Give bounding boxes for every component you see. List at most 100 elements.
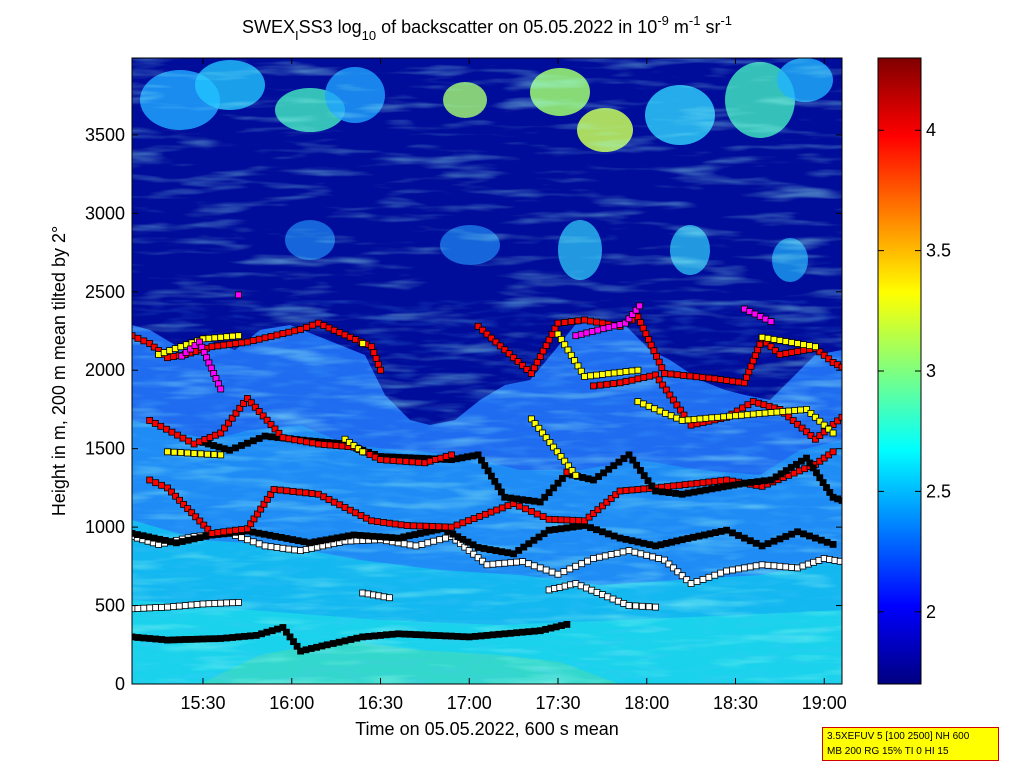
marker-3-28 (289, 536, 297, 543)
marker-3-13 (202, 532, 210, 540)
marker-0-13 (205, 635, 213, 643)
marker-4-60 (459, 519, 467, 527)
marker-8-55 (505, 350, 513, 358)
marker-1-43 (645, 603, 653, 611)
marker-8-50 (483, 330, 491, 338)
marker-5-92 (690, 488, 698, 496)
x-tick-label-6: 18:30 (713, 693, 758, 713)
marker-2-97 (678, 572, 686, 580)
marker-9-35 (764, 334, 772, 342)
marker-3-22 (255, 529, 263, 537)
marker-8-58 (519, 362, 526, 369)
marker-8-66 (545, 336, 553, 344)
marker-0-58 (453, 633, 461, 640)
marker-4-86 (603, 498, 611, 506)
marker-2-59 (465, 547, 473, 554)
marker-6-20 (243, 395, 251, 402)
marker-3-39 (350, 531, 358, 539)
marker-4-59 (453, 521, 461, 529)
x-tick-label-3: 17:00 (447, 693, 492, 713)
marker-9-29 (610, 369, 618, 377)
marker-7-22 (557, 453, 565, 460)
marker-6-17 (232, 409, 240, 417)
marker-9-4 (177, 343, 185, 351)
marker-0-10 (187, 636, 195, 643)
marker-3-103 (712, 529, 719, 536)
marker-5-117 (819, 479, 827, 487)
marker-8-54 (501, 346, 509, 354)
marker-1-13 (205, 600, 213, 608)
settings-info-box: 3.5XEFUV 5 [100 2500] NH 600 MB 200 RG 1… (822, 727, 999, 761)
marker-3-70 (525, 540, 533, 548)
marker-9-27 (599, 370, 606, 378)
marker-10-23 (616, 321, 624, 328)
marker-1-17 (229, 599, 237, 607)
marker-2-64 (489, 560, 497, 568)
marker-4-83 (590, 509, 597, 517)
marker-8-60 (528, 369, 535, 377)
marker-6-13 (217, 429, 225, 437)
marker-3-100 (695, 532, 703, 540)
marker-2-94 (665, 560, 673, 568)
marker-8-121 (800, 346, 807, 354)
marker-3-75 (551, 526, 559, 533)
marker-0-48 (394, 630, 402, 638)
marker-3-123 (829, 541, 837, 548)
marker-8-28 (285, 328, 293, 336)
marker-8-22 (249, 337, 257, 345)
marker-2-84 (607, 551, 615, 558)
marker-8-26 (273, 331, 281, 339)
marker-2-73 (542, 566, 550, 574)
marker-5-7 (238, 442, 245, 449)
marker-2-76 (560, 568, 568, 575)
marker-0-37 (329, 640, 337, 647)
marker-0-7 (169, 636, 177, 644)
marker-8-29 (291, 327, 299, 335)
marker-8-95 (680, 371, 687, 379)
marker-6-67 (634, 375, 642, 383)
marker-2-86 (619, 548, 627, 556)
marker-4-105 (711, 477, 719, 485)
marker-7-14 (528, 415, 535, 423)
marker-8-30 (297, 325, 305, 333)
marker-3-48 (405, 532, 413, 540)
marker-0-20 (246, 632, 254, 640)
marker-2-116 (788, 564, 796, 571)
marker-2-101 (699, 576, 707, 583)
marker-4-14 (208, 530, 216, 537)
marker-4-1 (152, 479, 160, 487)
marker-5-82 (637, 466, 644, 474)
marker-4-72 (528, 507, 535, 515)
marker-4-101 (687, 480, 695, 488)
marker-0-12 (199, 635, 207, 643)
marker-5-5 (226, 446, 234, 454)
marker-9-36 (770, 335, 778, 343)
marker-9-17 (557, 335, 565, 343)
marker-8-48 (474, 322, 482, 330)
y-tick-label-1: 500 (95, 596, 125, 616)
y-axis-label: Height in m, 200 m mean tilted by 2° (49, 226, 69, 516)
marker-0-70 (525, 628, 532, 636)
marker-0-66 (501, 630, 509, 638)
marker-8-69 (554, 319, 562, 327)
marker-4-77 (557, 516, 565, 524)
marker-3-9 (178, 538, 186, 545)
marker-1-40 (625, 602, 633, 609)
marker-7-6 (203, 450, 211, 458)
marker-8-15 (208, 343, 216, 351)
marker-10-22 (611, 322, 618, 330)
marker-6-70 (652, 371, 659, 379)
marker-3-50 (416, 530, 424, 537)
y-tick-label-7: 3500 (85, 125, 125, 145)
marker-5-10 (255, 435, 263, 442)
marker-2-54 (442, 534, 450, 542)
marker-2-80 (584, 557, 591, 565)
marker-10-27 (632, 306, 640, 314)
marker-7-32 (662, 409, 669, 417)
marker-9-30 (616, 368, 624, 376)
marker-10-28 (636, 302, 643, 310)
marker-6-58 (448, 451, 455, 459)
marker-3-101 (701, 531, 708, 539)
marker-8-126 (825, 355, 833, 363)
marker-4-2 (158, 481, 166, 489)
